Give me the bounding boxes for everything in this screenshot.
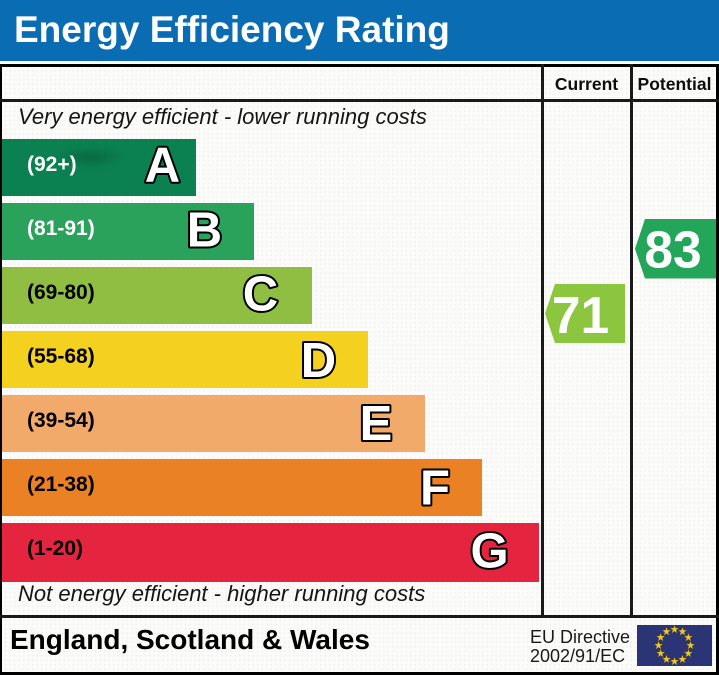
svg-text:71: 71 bbox=[552, 286, 609, 344]
svg-text:E: E bbox=[360, 397, 393, 451]
svg-text:A: A bbox=[145, 139, 180, 193]
svg-text:G: G bbox=[470, 525, 508, 579]
svg-text:C: C bbox=[243, 268, 278, 322]
svg-text:83: 83 bbox=[644, 221, 701, 279]
svg-text:F: F bbox=[420, 462, 450, 516]
svg-text:B: B bbox=[187, 204, 222, 258]
svg-text:D: D bbox=[301, 334, 336, 388]
